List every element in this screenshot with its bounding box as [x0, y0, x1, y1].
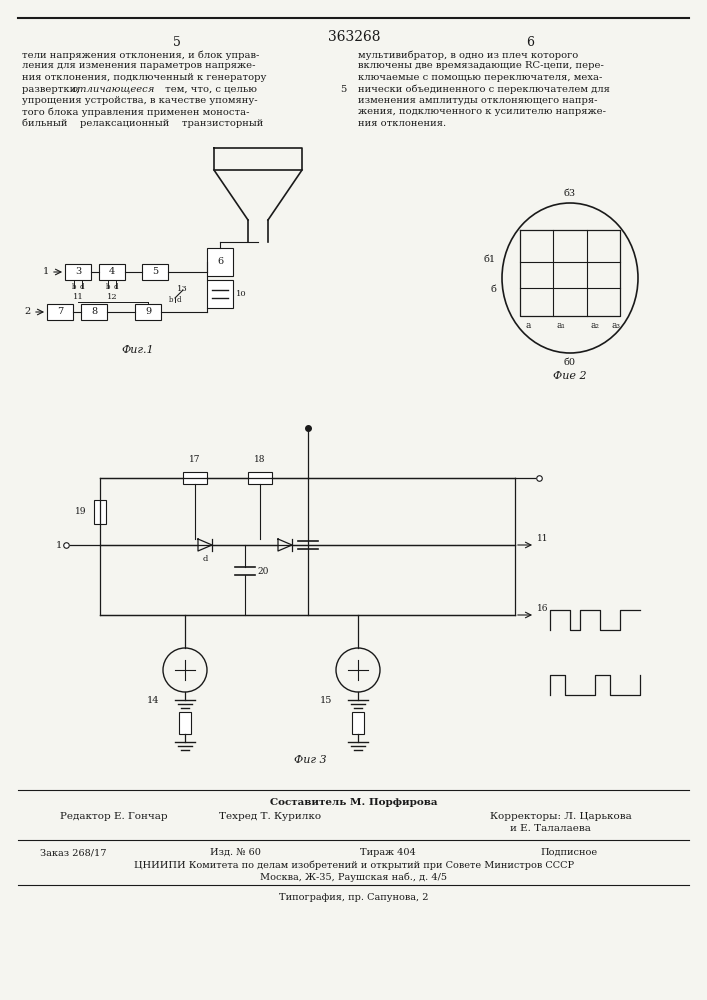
Text: Фиг 3: Фиг 3: [293, 755, 327, 765]
Text: 16: 16: [537, 604, 549, 613]
Bar: [142, 264, 168, 280]
Text: ния отклонения, подключенный к генератору: ния отклонения, подключенный к генератор…: [22, 73, 267, 82]
Text: 10: 10: [236, 290, 247, 298]
Text: 14: 14: [146, 696, 159, 705]
Bar: [207, 280, 233, 308]
Text: упрощения устройства, в качестве упомяну-: упрощения устройства, в качестве упомяну…: [22, 96, 257, 105]
Text: 1: 1: [42, 267, 49, 276]
Text: 363268: 363268: [328, 30, 380, 44]
Text: 19: 19: [74, 507, 86, 516]
Text: 7: 7: [57, 308, 63, 316]
Bar: [179, 712, 191, 734]
Text: a: a: [525, 321, 531, 330]
Bar: [207, 248, 233, 276]
Text: b: b: [71, 283, 76, 291]
Text: тели напряжения отклонения, и блок управ-: тели напряжения отклонения, и блок управ…: [22, 50, 259, 60]
Text: Корректоры: Л. Царькова: Корректоры: Л. Царькова: [490, 812, 632, 821]
Text: того блока управления применен моноста-: того блока управления применен моноста-: [22, 107, 250, 117]
Text: б1: б1: [484, 255, 496, 264]
Text: изменения амплитуды отклоняющего напря-: изменения амплитуды отклоняющего напря-: [358, 96, 597, 105]
Text: бильный    релаксационный    транзисторный: бильный релаксационный транзисторный: [22, 119, 264, 128]
Bar: [81, 304, 107, 320]
Text: 9: 9: [145, 308, 151, 316]
Bar: [94, 499, 106, 524]
Text: 6: 6: [217, 257, 223, 266]
Text: 8: 8: [91, 308, 97, 316]
Text: 20: 20: [257, 566, 269, 576]
Text: 5: 5: [152, 267, 158, 276]
Text: a₁: a₁: [556, 321, 566, 330]
Bar: [47, 304, 73, 320]
Text: d: d: [202, 555, 208, 563]
Text: отличающееся: отличающееся: [72, 85, 156, 94]
Text: развертки,: развертки,: [22, 85, 83, 94]
Text: Редактор Е. Гончар: Редактор Е. Гончар: [60, 812, 168, 821]
Text: 12: 12: [107, 293, 117, 301]
Text: и Е. Талалаева: и Е. Талалаева: [510, 824, 591, 833]
Text: b: b: [106, 283, 110, 291]
Text: b: b: [169, 296, 173, 304]
Text: 3: 3: [75, 267, 81, 276]
Text: 13: 13: [177, 285, 188, 293]
Text: Фиг.1: Фиг.1: [122, 345, 154, 355]
Text: d: d: [80, 283, 84, 291]
Text: ния отклонения.: ния отклонения.: [358, 119, 446, 128]
Text: Москва, Ж-35, Раушская наб., д. 4/5: Москва, Ж-35, Раушская наб., д. 4/5: [260, 872, 448, 882]
Text: Подписное: Подписное: [540, 848, 597, 857]
Text: Фие 2: Фие 2: [553, 371, 587, 381]
Text: Заказ 268/17: Заказ 268/17: [40, 848, 107, 857]
Text: Техред Т. Курилко: Техред Т. Курилко: [219, 812, 321, 821]
Bar: [352, 712, 364, 734]
Text: нически объединенного с переключателем для: нически объединенного с переключателем д…: [358, 85, 610, 94]
Text: мультивибратор, в одно из плеч которого: мультивибратор, в одно из плеч которого: [358, 50, 578, 60]
Text: d: d: [114, 283, 118, 291]
Bar: [65, 264, 91, 280]
Text: ЦНИИПИ Комитета по делам изобретений и открытий при Совете Министров СССР: ЦНИИПИ Комитета по делам изобретений и о…: [134, 860, 574, 869]
Text: б3: б3: [564, 189, 576, 198]
Text: жения, подключенного к усилителю напряже-: жения, подключенного к усилителю напряже…: [358, 107, 606, 116]
Text: Изд. № 60: Изд. № 60: [210, 848, 261, 857]
Text: a₃: a₃: [612, 321, 621, 330]
Text: 6: 6: [526, 36, 534, 49]
Text: 11: 11: [73, 293, 83, 301]
Text: Составитель М. Порфирова: Составитель М. Порфирова: [270, 798, 438, 807]
Text: ключаемые с помощью переключателя, меха-: ключаемые с помощью переключателя, меха-: [358, 73, 602, 82]
Bar: [99, 264, 125, 280]
Bar: [183, 472, 207, 484]
Text: 5: 5: [340, 85, 346, 94]
Text: тем, что, с целью: тем, что, с целью: [162, 85, 257, 94]
Text: Тираж 404: Тираж 404: [360, 848, 416, 857]
Bar: [135, 304, 161, 320]
Text: d: d: [177, 296, 181, 304]
Text: 11: 11: [537, 534, 549, 543]
Bar: [248, 472, 272, 484]
Text: ления для изменения параметров напряже-: ления для изменения параметров напряже-: [22, 62, 255, 70]
Text: 4: 4: [109, 267, 115, 276]
Text: б0: б0: [564, 358, 576, 367]
Text: 15: 15: [320, 696, 332, 705]
Text: 5: 5: [173, 36, 181, 49]
Text: 17: 17: [189, 455, 201, 464]
Text: 18: 18: [255, 455, 266, 464]
Text: 2: 2: [25, 308, 31, 316]
Text: Типография, пр. Сапунова, 2: Типография, пр. Сапунова, 2: [279, 893, 428, 902]
Text: б: б: [490, 286, 496, 294]
Text: 1: 1: [56, 540, 62, 550]
Text: включены две времязадающие RC-цепи, пере-: включены две времязадающие RC-цепи, пере…: [358, 62, 604, 70]
Text: a₂: a₂: [590, 321, 600, 330]
